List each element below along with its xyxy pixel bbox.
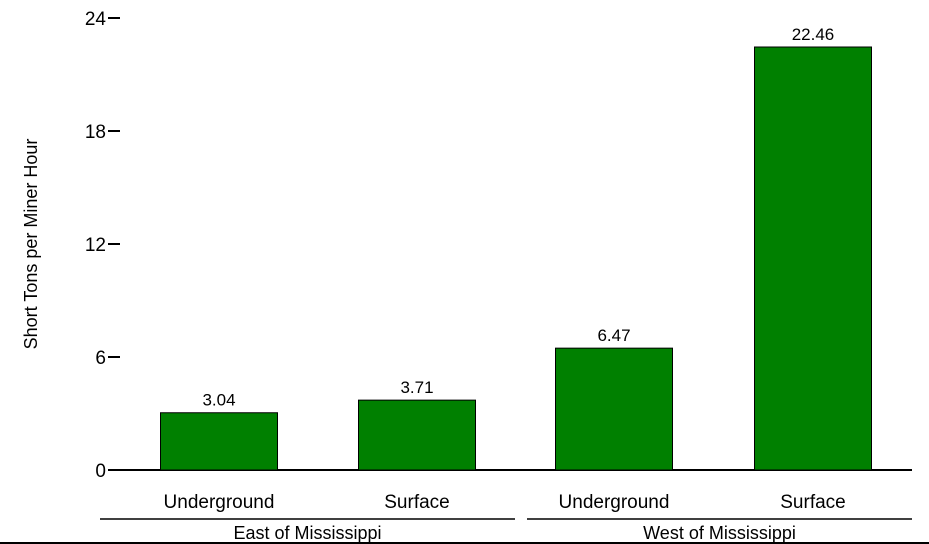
y-axis-ticks: 0 6 12 18 24 [85,9,120,482]
y-axis-title: Short Tons per Miner Hour [21,139,41,350]
category-label: Underground [164,492,275,513]
y-tick-label: 12 [85,235,106,256]
y-tick-label: 6 [95,348,106,369]
bar [358,399,476,471]
y-tick-label: 24 [85,9,107,30]
group-label: West of Mississippi [643,523,796,543]
data-label: 3.71 [400,378,433,397]
bar [754,46,872,471]
y-tick-label: 0 [95,461,106,482]
bar [160,412,278,471]
y-tick-label: 18 [85,122,106,143]
category-label: Underground [559,492,670,513]
group-labels: East of Mississippi West of Mississippi [100,518,912,543]
category-label: Surface [384,492,449,513]
bars: 3.04 3.71 6.47 22.46 [160,25,872,471]
category-label: Surface [780,492,845,513]
bar [555,347,673,471]
category-labels: Underground Surface Underground Surface [164,492,846,513]
data-label: 22.46 [792,25,835,44]
group-label: East of Mississippi [233,523,381,543]
data-label: 6.47 [597,326,630,345]
data-label: 3.04 [202,391,235,410]
